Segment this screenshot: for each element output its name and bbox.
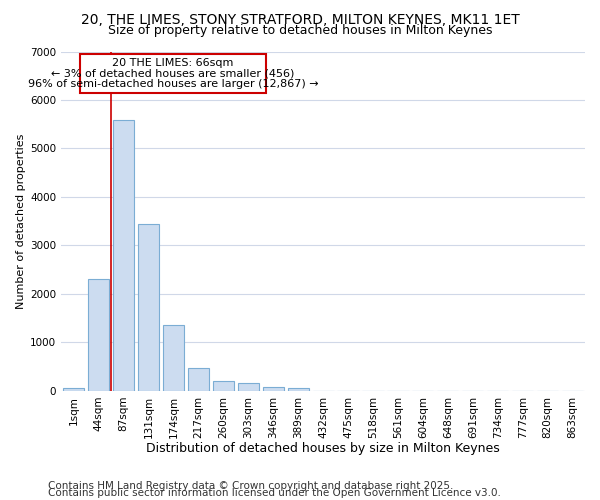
Bar <box>138 224 159 391</box>
Bar <box>188 368 209 391</box>
Text: ← 3% of detached houses are smaller (456): ← 3% of detached houses are smaller (456… <box>51 68 295 78</box>
Bar <box>88 280 109 391</box>
Bar <box>263 388 284 391</box>
FancyBboxPatch shape <box>80 54 266 92</box>
Text: 96% of semi-detached houses are larger (12,867) →: 96% of semi-detached houses are larger (… <box>28 79 318 89</box>
Bar <box>213 381 234 391</box>
Bar <box>238 383 259 391</box>
Bar <box>113 120 134 391</box>
X-axis label: Distribution of detached houses by size in Milton Keynes: Distribution of detached houses by size … <box>146 442 500 455</box>
Bar <box>63 388 84 391</box>
Text: 20, THE LIMES, STONY STRATFORD, MILTON KEYNES, MK11 1ET: 20, THE LIMES, STONY STRATFORD, MILTON K… <box>80 12 520 26</box>
Text: 20 THE LIMES: 66sqm: 20 THE LIMES: 66sqm <box>112 58 233 68</box>
Y-axis label: Number of detached properties: Number of detached properties <box>16 134 26 309</box>
Bar <box>163 326 184 391</box>
Bar <box>287 388 309 391</box>
Text: Contains public sector information licensed under the Open Government Licence v3: Contains public sector information licen… <box>48 488 501 498</box>
Text: Size of property relative to detached houses in Milton Keynes: Size of property relative to detached ho… <box>108 24 492 37</box>
Text: Contains HM Land Registry data © Crown copyright and database right 2025.: Contains HM Land Registry data © Crown c… <box>48 481 454 491</box>
